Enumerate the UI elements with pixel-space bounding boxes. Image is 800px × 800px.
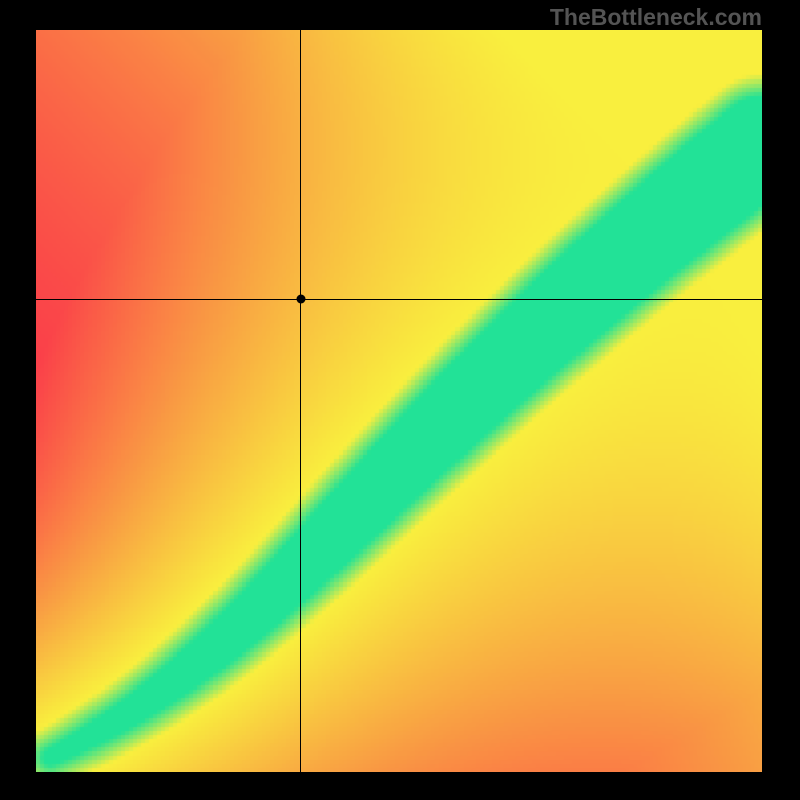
crosshair-marker xyxy=(296,295,305,304)
watermark-text: TheBottleneck.com xyxy=(550,4,762,31)
heatmap-plot xyxy=(36,30,762,772)
heatmap-canvas xyxy=(36,30,762,772)
crosshair-horizontal xyxy=(36,299,762,300)
root: TheBottleneck.com xyxy=(0,0,800,800)
crosshair-vertical xyxy=(300,30,301,772)
